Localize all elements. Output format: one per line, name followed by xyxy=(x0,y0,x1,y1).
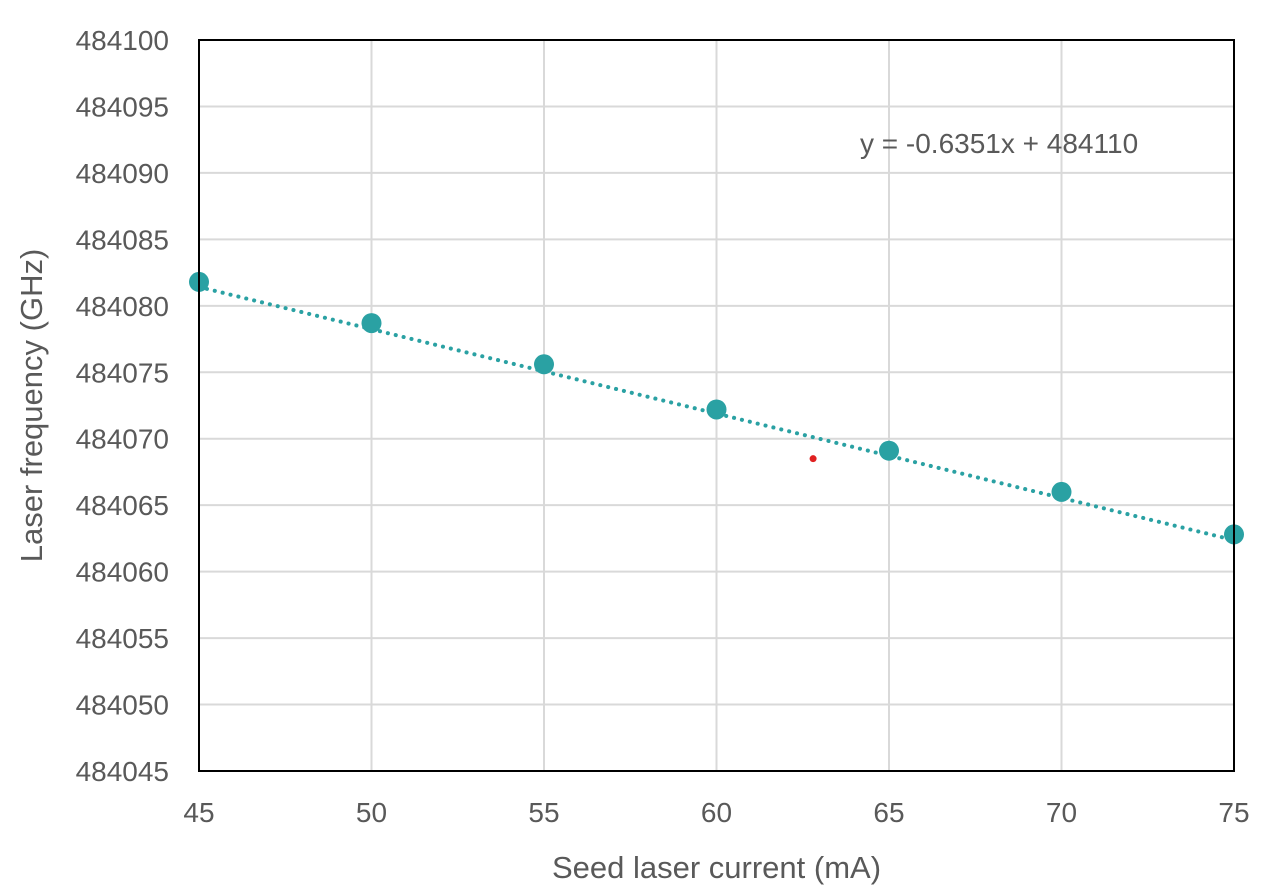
y-tick-label: 484070 xyxy=(76,424,169,455)
y-tick-label: 484055 xyxy=(76,623,169,654)
y-tick-label: 484075 xyxy=(76,357,169,388)
x-tick-labels: 45 50 55 60 65 70 75 xyxy=(183,797,1249,828)
y-tick-label: 484080 xyxy=(76,291,169,322)
y-tick-label: 484095 xyxy=(76,91,169,122)
y-tick-label: 484065 xyxy=(76,490,169,521)
x-tick-label: 45 xyxy=(183,797,214,828)
y-tick-label: 484045 xyxy=(76,756,169,787)
data-point xyxy=(361,313,382,334)
x-tick-label: 50 xyxy=(356,797,387,828)
data-point xyxy=(879,440,899,461)
y-tick-labels: 484045 484050 484055 484060 484065 484070 4840… xyxy=(76,25,169,787)
marker-layer xyxy=(809,455,817,463)
x-tick-label: 75 xyxy=(1218,797,1249,828)
data-point xyxy=(1051,481,1072,502)
y-tick-label: 484050 xyxy=(76,690,169,721)
trendline-equation: y = -0.6351x + 484110 xyxy=(860,128,1138,159)
x-tick-label: 70 xyxy=(1046,797,1077,828)
data-point xyxy=(534,354,554,375)
y-tick-label: 484085 xyxy=(76,224,169,255)
data-points xyxy=(189,271,1244,545)
red-marker-dot xyxy=(809,455,817,463)
plot-area-border xyxy=(198,39,1235,772)
x-tick-label: 60 xyxy=(701,797,732,828)
y-tick-label: 484060 xyxy=(76,557,169,588)
x-axis-title: Seed laser current (mA) xyxy=(552,850,881,885)
data-point xyxy=(706,399,727,420)
y-axis-title: Laser frequency (GHz) xyxy=(14,249,49,563)
x-tick-label: 65 xyxy=(873,797,904,828)
y-tick-label: 484090 xyxy=(76,158,169,189)
x-tick-label: 55 xyxy=(528,797,559,828)
y-tick-label: 484100 xyxy=(76,25,169,56)
